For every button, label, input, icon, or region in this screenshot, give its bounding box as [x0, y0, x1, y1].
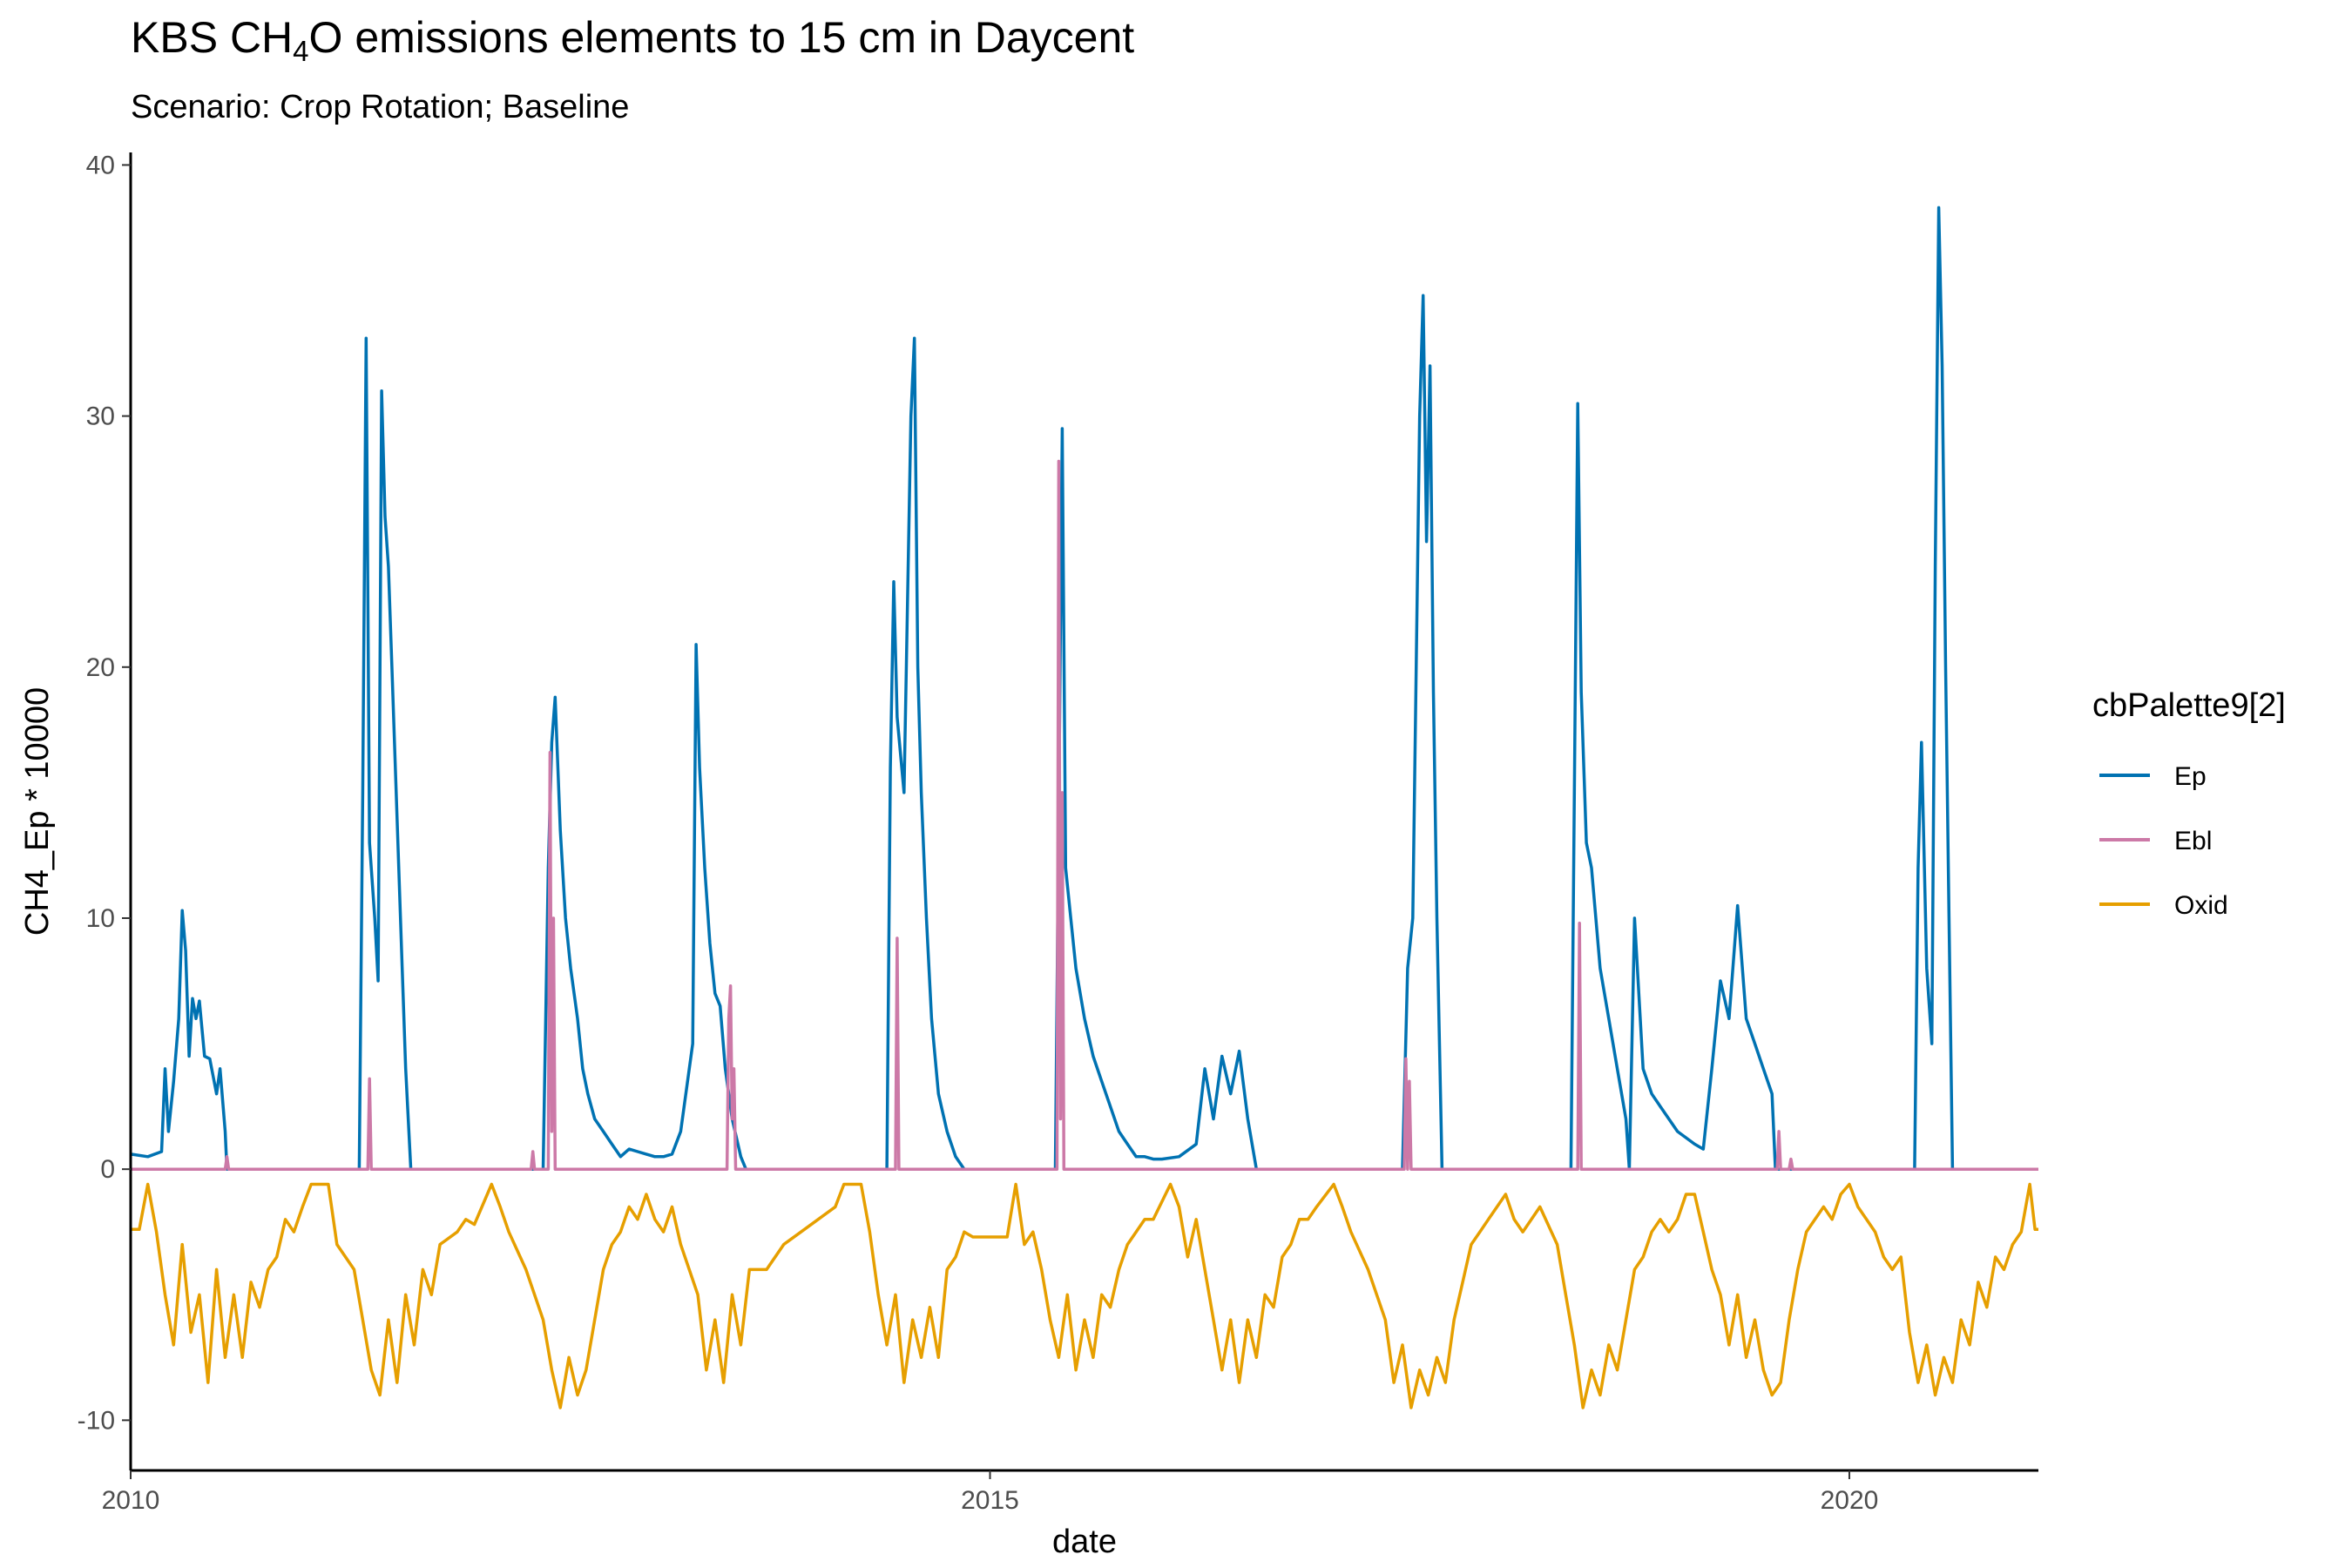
- legend: cbPalette9[2] Ep Ebl Oxid: [2092, 687, 2286, 920]
- x-tick-label: 2020: [1821, 1486, 1879, 1515]
- chart-subtitle: Scenario: Crop Rotation; Baseline: [131, 89, 630, 125]
- series-line-oxid: [131, 1182, 2038, 1409]
- series-line-ep: [130, 206, 1955, 1171]
- x-tick-label: 2015: [961, 1486, 1019, 1515]
- x-axis-title: date: [1052, 1524, 1117, 1560]
- legend-label-ebl: Ebl: [2174, 827, 2212, 855]
- axes-layer: -10 0 10 20 30 40 2010 2015 2020: [78, 151, 2038, 1515]
- y-tick-label: -10: [78, 1406, 115, 1435]
- legend-label-ep: Ep: [2174, 762, 2207, 791]
- series-layer: [130, 206, 2038, 1409]
- y-tick-label: 30: [86, 402, 115, 431]
- x-tick-label: 2010: [102, 1486, 160, 1515]
- y-tick-label: 20: [86, 653, 115, 682]
- y-tick-label: 0: [100, 1155, 115, 1184]
- y-tick-label: 40: [86, 151, 115, 179]
- chart-title: KBS CH4O emissions elements to 15 cm in …: [131, 13, 1135, 67]
- y-axis-title: CH4_Ep * 10000: [19, 687, 56, 936]
- legend-label-oxid: Oxid: [2174, 891, 2228, 920]
- series-line-ebl: [131, 459, 2038, 1171]
- y-tick-label: 10: [86, 904, 115, 933]
- legend-title: cbPalette9[2]: [2092, 687, 2286, 724]
